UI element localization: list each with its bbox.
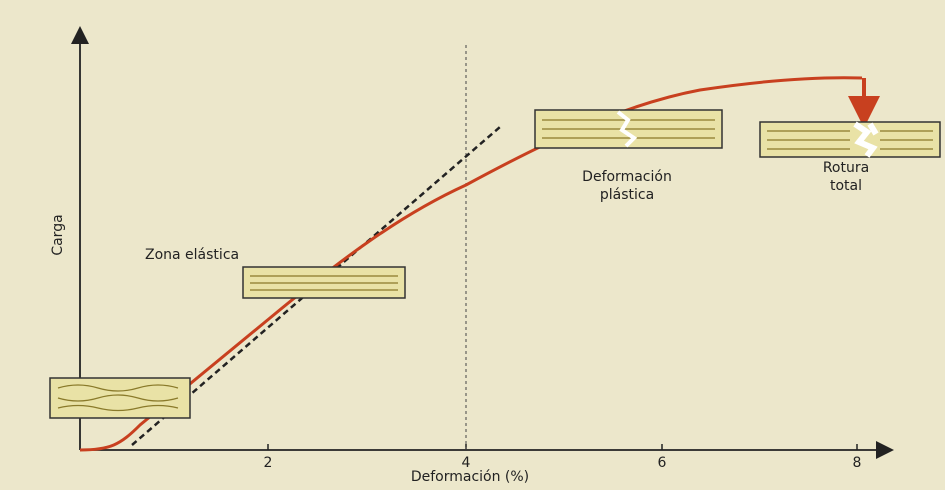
specimen xyxy=(535,110,722,148)
annotation: Deformación xyxy=(582,169,672,185)
diagram: 2 4 6 8 Deformación (%) Carga Zona elást… xyxy=(0,0,945,490)
x-tick-label: 8 xyxy=(853,455,862,471)
annotation: Zona elástica xyxy=(145,247,239,263)
x-axis-label: Deformación (%) xyxy=(411,469,529,485)
specimen xyxy=(50,378,190,418)
y-axis-label: Carga xyxy=(50,214,66,255)
annotation: Rotura xyxy=(823,160,869,176)
x-tick-label: 2 xyxy=(264,455,273,471)
annotation: plástica xyxy=(600,187,654,203)
x-tick-label: 6 xyxy=(658,455,667,471)
annotation: total xyxy=(830,178,862,194)
specimen xyxy=(760,122,940,157)
specimen xyxy=(243,267,405,298)
